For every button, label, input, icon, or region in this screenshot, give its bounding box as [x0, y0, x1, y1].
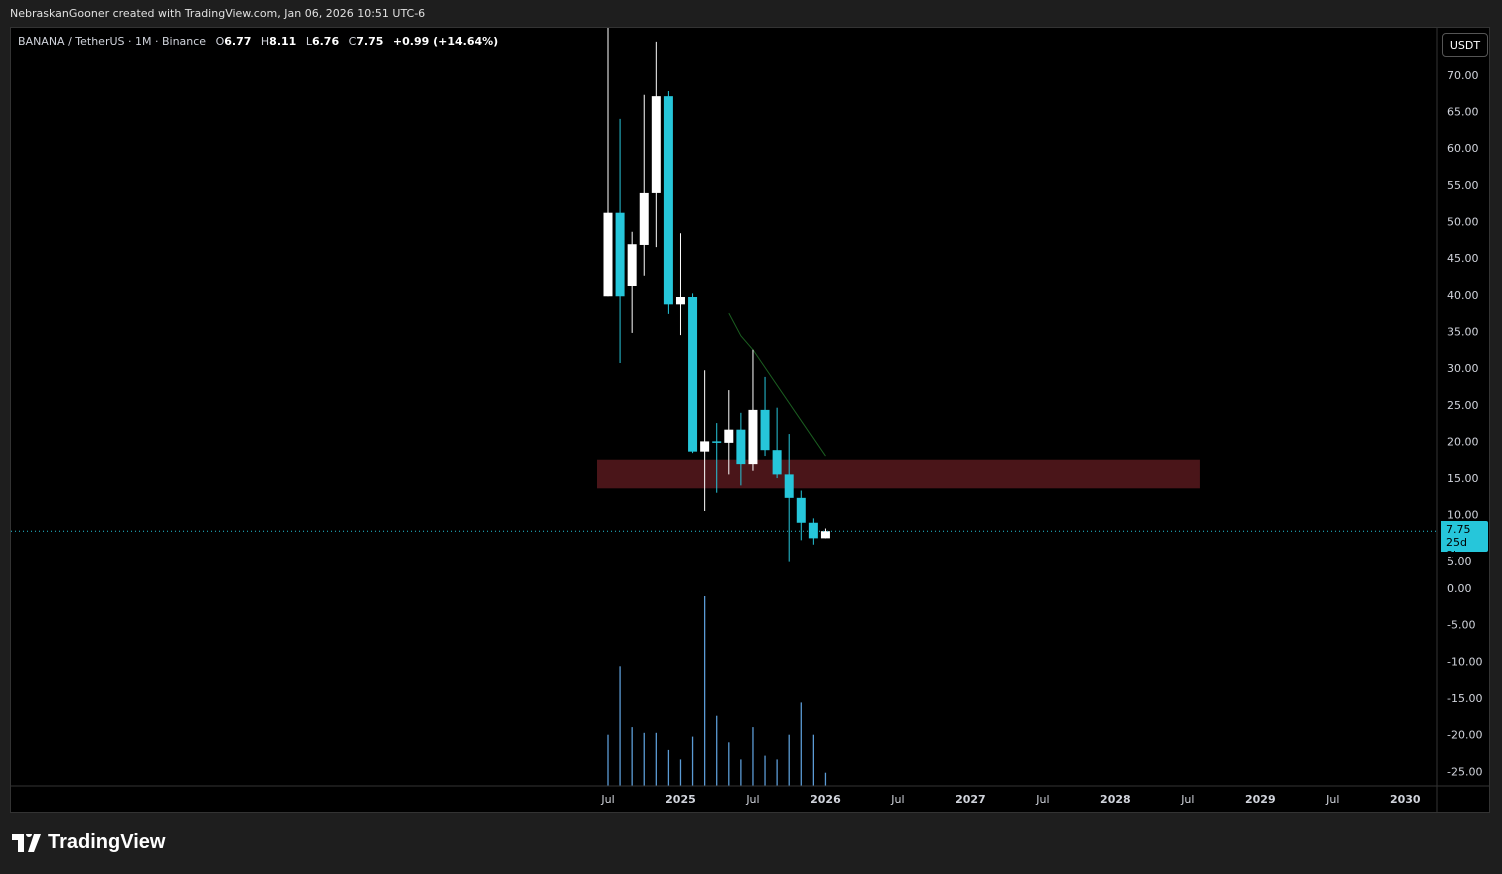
symbol-name[interactable]: BANANA / TetherUS · 1M · Binance: [18, 35, 207, 48]
time-tick-label: Jul: [745, 793, 759, 806]
time-tick-label: Jul: [1325, 793, 1339, 806]
candle-body: [736, 429, 746, 465]
price-tick-label: -5.00: [1447, 619, 1475, 632]
tradingview-logo[interactable]: TradingView: [12, 831, 165, 854]
candle-body: [603, 212, 613, 297]
price-tick-label: 20.00: [1447, 435, 1479, 448]
price-tick-label: 30.00: [1447, 362, 1479, 375]
plot-area: [11, 28, 1437, 786]
change-value: +0.99 (+14.64%): [392, 35, 499, 48]
time-tick-label: 2030: [1390, 793, 1421, 806]
resistance-zone: [597, 459, 1200, 489]
logo-text: TradingView: [48, 831, 166, 853]
time-tick-label: Jul: [1180, 793, 1194, 806]
candle-body: [663, 96, 673, 305]
price-tick-label: -10.00: [1447, 655, 1482, 668]
candle-body: [784, 474, 794, 498]
credit-text: NebraskanGooner created with TradingView…: [10, 7, 426, 20]
low-value: 6.76: [311, 35, 340, 48]
price-tick-label: -25.00: [1447, 765, 1482, 778]
price-tick-label: 60.00: [1447, 142, 1479, 155]
time-tick-label: 2026: [810, 793, 841, 806]
open-value: 6.77: [224, 35, 252, 48]
price-tick-label: 45.00: [1447, 252, 1479, 265]
price-tick-label: 10.00: [1447, 509, 1479, 522]
price-tick-label: 15.00: [1447, 472, 1479, 485]
time-tick-label: Jul: [890, 793, 904, 806]
candle-body: [712, 441, 722, 443]
candle-body: [796, 497, 806, 523]
low-label: L: [305, 35, 312, 48]
price-tick-label: -15.00: [1447, 692, 1482, 705]
close-value: 7.75: [356, 35, 384, 48]
price-tick-label: 5.00: [1447, 555, 1472, 568]
candle-body: [639, 192, 649, 245]
symbol-legend: BANANA / TetherUS · 1M · Binance O6.77 H…: [18, 35, 498, 48]
candle-body: [651, 96, 661, 193]
time-tick-label: Jul: [1035, 793, 1049, 806]
high-label: H: [260, 35, 270, 48]
price-tick-label: 55.00: [1447, 179, 1479, 192]
candle-body: [760, 409, 770, 451]
price-tick-label: 0.00: [1447, 582, 1472, 595]
candle-body: [808, 522, 818, 539]
price-tick-label: 50.00: [1447, 216, 1479, 229]
price-tick-label: 65.00: [1447, 106, 1479, 119]
last-price: 7.75: [1446, 523, 1471, 536]
time-tick-label: 2028: [1100, 793, 1131, 806]
currency-button[interactable]: USDT: [1442, 33, 1488, 57]
candle-body: [724, 429, 734, 443]
time-tick-label: 2027: [955, 793, 986, 806]
price-tick-label: 70.00: [1447, 69, 1479, 82]
candle-body: [772, 450, 782, 475]
tradingview-logo-icon: [12, 833, 41, 852]
bar-countdown: 25d 8h: [1446, 536, 1467, 562]
candle-body: [688, 296, 698, 452]
last-price-tag: 7.75 25d 8h: [1441, 521, 1488, 562]
price-tick-label: 35.00: [1447, 325, 1479, 338]
candle-body: [748, 409, 758, 465]
price-tick-label: 25.00: [1447, 399, 1479, 412]
time-tick-label: 2029: [1245, 793, 1276, 806]
time-tick-label: 2025: [665, 793, 696, 806]
candle-body: [820, 531, 830, 539]
candle-body: [615, 212, 625, 297]
candle-body: [675, 296, 685, 305]
time-tick-label: Jul: [600, 793, 614, 806]
close-label: C: [348, 35, 357, 48]
open-label: O: [215, 35, 225, 48]
price-tick-label: -20.00: [1447, 729, 1482, 742]
high-value: 8.11: [269, 35, 297, 48]
price-tick-label: 40.00: [1447, 289, 1479, 302]
candle-body: [700, 441, 710, 452]
moving-average-line: [728, 312, 826, 457]
candle-body: [627, 244, 637, 287]
